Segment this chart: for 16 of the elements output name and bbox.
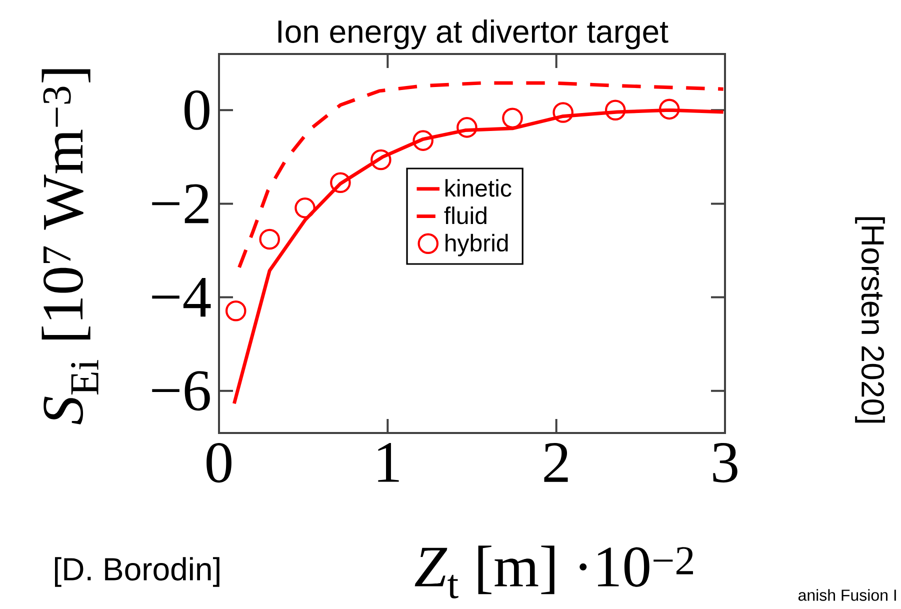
y-tick-label: −6 <box>152 371 210 411</box>
legend-label: kinetic <box>446 179 512 197</box>
x-tick-label: 3 <box>713 443 738 482</box>
y-tick-label: 0 <box>184 90 210 130</box>
y-tick-label: −4 <box>152 278 211 317</box>
text: [D. Borodin] <box>54 557 220 587</box>
text: [Horsten 2020] <box>855 217 885 423</box>
chart-title: Ion energy at divertor target <box>278 19 668 50</box>
x-tick-label: 1 <box>378 443 399 482</box>
x-tick-label: 2 <box>544 443 568 482</box>
legend-label: fluid <box>444 206 486 224</box>
y-tick-label: −2 <box>152 184 208 224</box>
y-axis-title: S$_{Ei}$ [10$^{7}$ Wm$^{−3}$] <box>42 69 98 424</box>
legend-label: hybrid <box>446 234 508 256</box>
x-axis-title: Z$_{t}$ [m] ·10$^{−2}$ <box>414 546 693 598</box>
text: anish Fusion I <box>798 589 896 601</box>
